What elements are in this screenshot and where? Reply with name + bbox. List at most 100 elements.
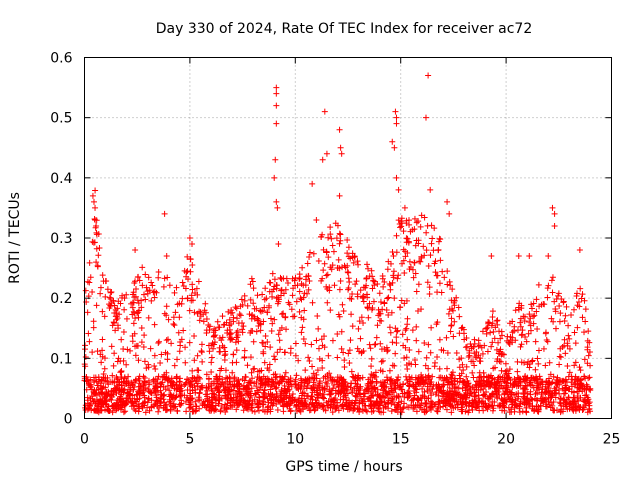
data-point — [489, 320, 496, 327]
data-point — [500, 351, 507, 358]
data-point — [293, 298, 300, 305]
data-point — [145, 361, 152, 368]
data-point — [121, 402, 128, 409]
data-point — [571, 362, 578, 369]
data-point — [489, 313, 496, 320]
data-point — [443, 406, 450, 413]
data-point — [384, 295, 391, 302]
data-point — [282, 385, 289, 392]
data-point — [395, 374, 402, 381]
data-point — [476, 342, 483, 349]
data-point — [418, 371, 425, 378]
data-point — [218, 365, 225, 372]
data-point — [308, 341, 315, 348]
data-point — [581, 398, 588, 405]
data-point — [549, 274, 556, 281]
data-point — [321, 385, 328, 392]
data-point — [544, 294, 551, 301]
data-point — [312, 381, 319, 388]
data-point — [109, 379, 116, 386]
data-point — [386, 324, 393, 331]
data-point — [160, 392, 167, 399]
data-point — [388, 309, 395, 316]
data-point — [132, 407, 139, 414]
data-point — [475, 395, 482, 402]
data-point — [512, 307, 519, 314]
data-point — [564, 396, 571, 403]
data-point — [89, 349, 96, 356]
data-point — [338, 150, 345, 157]
data-point — [500, 403, 507, 410]
data-point — [292, 396, 299, 403]
data-point — [231, 383, 238, 390]
data-point — [505, 339, 512, 346]
data-point — [241, 292, 248, 299]
data-point — [441, 274, 448, 281]
data-point — [328, 235, 335, 242]
data-point — [271, 316, 278, 323]
data-point — [291, 277, 298, 284]
data-point — [517, 323, 524, 330]
data-point — [429, 386, 436, 393]
data-point — [463, 363, 470, 370]
data-point — [553, 407, 560, 414]
data-point — [472, 354, 479, 361]
data-point — [565, 332, 572, 339]
data-point — [423, 229, 430, 236]
y-tick-label: 0.3 — [50, 231, 72, 247]
data-point — [350, 259, 357, 266]
data-point — [102, 293, 109, 300]
data-point — [403, 373, 410, 380]
data-point — [415, 281, 422, 288]
data-point — [197, 385, 204, 392]
data-point — [411, 392, 418, 399]
data-point — [123, 397, 130, 404]
data-point — [556, 353, 563, 360]
data-point — [248, 385, 255, 392]
data-point — [543, 336, 550, 343]
data-point — [330, 248, 337, 255]
data-point — [549, 204, 556, 211]
data-point — [497, 373, 504, 380]
data-point — [344, 269, 351, 276]
data-point — [263, 295, 270, 302]
data-point — [183, 269, 190, 276]
data-point — [226, 374, 233, 381]
data-point — [527, 381, 534, 388]
data-point — [249, 375, 256, 382]
data-point — [431, 225, 438, 232]
data-point — [398, 386, 405, 393]
data-point — [336, 240, 343, 247]
data-point — [191, 333, 198, 340]
data-point — [206, 348, 213, 355]
data-point — [92, 187, 99, 194]
data-point — [504, 333, 511, 340]
data-point — [547, 391, 554, 398]
data-point — [417, 404, 424, 411]
y-tick-label: 0.6 — [50, 51, 72, 67]
data-point — [500, 397, 507, 404]
data-point — [522, 333, 529, 340]
data-point — [448, 322, 455, 329]
data-point — [239, 320, 246, 327]
data-point — [385, 258, 392, 265]
x-tick-label: 0 — [80, 432, 89, 448]
data-point — [304, 260, 311, 267]
data-point — [298, 296, 305, 303]
data-point — [483, 330, 490, 337]
data-point — [183, 408, 190, 415]
data-point — [163, 253, 170, 260]
data-point — [518, 341, 525, 348]
data-point — [225, 308, 232, 315]
data-point — [260, 373, 267, 380]
data-point — [432, 401, 439, 408]
data-point — [385, 294, 392, 301]
data-point — [231, 378, 238, 385]
data-point — [372, 369, 379, 376]
data-point — [393, 328, 400, 335]
data-point — [97, 397, 104, 404]
data-point — [108, 397, 115, 404]
data-point — [579, 291, 586, 298]
data-point — [216, 348, 223, 355]
data-point — [406, 266, 413, 273]
